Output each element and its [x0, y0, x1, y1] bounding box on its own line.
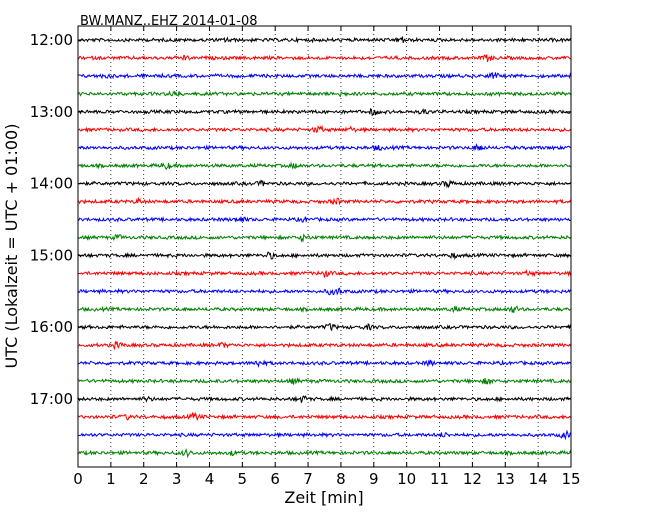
x-tick-label: 10 [397, 470, 416, 488]
trace-line [77, 71, 572, 80]
x-axis-label: Zeit [min] [284, 488, 363, 507]
x-tick-label: 9 [369, 470, 379, 488]
trace-line [77, 411, 572, 422]
y-tick-label: 16:00 [30, 318, 73, 336]
trace-line [77, 377, 572, 385]
x-tick-label: 8 [336, 470, 346, 488]
x-tick-label: 1 [106, 470, 116, 488]
trace-line [77, 447, 572, 459]
y-axis-label: UTC (Lokalzeit = UTC + 01:00) [2, 124, 21, 369]
y-tick-label: 13:00 [30, 103, 73, 121]
x-tick-label: 15 [561, 470, 580, 488]
plot-frame [77, 25, 572, 468]
trace-line [77, 36, 572, 44]
x-tick-label: 3 [172, 470, 182, 488]
x-tick-label: 12 [463, 470, 482, 488]
trace-line [77, 161, 572, 171]
x-tick-label: 14 [529, 470, 548, 488]
trace-line [77, 124, 572, 134]
grid-layer [110, 26, 539, 467]
x-tick-label: 4 [205, 470, 215, 488]
trace-line [77, 251, 572, 261]
y-axis: 12:00 13:00 14:00 15:00 16:00 17:00 [30, 31, 571, 408]
trace-line [77, 107, 572, 117]
x-tick-label: 2 [139, 470, 149, 488]
x-tick-label: 5 [238, 470, 248, 488]
trace-layer [77, 36, 572, 459]
trace-line [77, 287, 572, 296]
trace-line [77, 215, 572, 224]
y-tick-label: 14:00 [30, 175, 73, 193]
x-tick-label: 7 [303, 470, 313, 488]
trace-line [77, 341, 572, 351]
y-tick-label: 12:00 [30, 31, 73, 49]
trace-line [77, 305, 572, 314]
trace-line [77, 179, 572, 189]
trace-line [77, 54, 572, 63]
x-tick-label: 0 [73, 470, 83, 488]
chart-title: BW.MANZ..EHZ 2014-01-08 [80, 14, 258, 29]
trace-line [78, 143, 572, 152]
trace-line [77, 233, 572, 243]
trace-line [77, 268, 572, 278]
trace-line [77, 322, 572, 332]
x-tick-label: 6 [270, 470, 280, 488]
trace-line [77, 429, 572, 441]
trace-line [77, 395, 572, 403]
trace-line [77, 90, 572, 98]
y-tick-label: 15:00 [30, 246, 73, 264]
y-tick-label: 17:00 [30, 390, 73, 408]
x-axis: 0 1 2 3 4 5 6 7 8 9 10 11 12 13 14 15 [73, 26, 581, 488]
x-tick-label: 11 [430, 470, 449, 488]
x-tick-label: 13 [496, 470, 515, 488]
trace-line [77, 359, 572, 369]
trace-line [77, 196, 572, 206]
